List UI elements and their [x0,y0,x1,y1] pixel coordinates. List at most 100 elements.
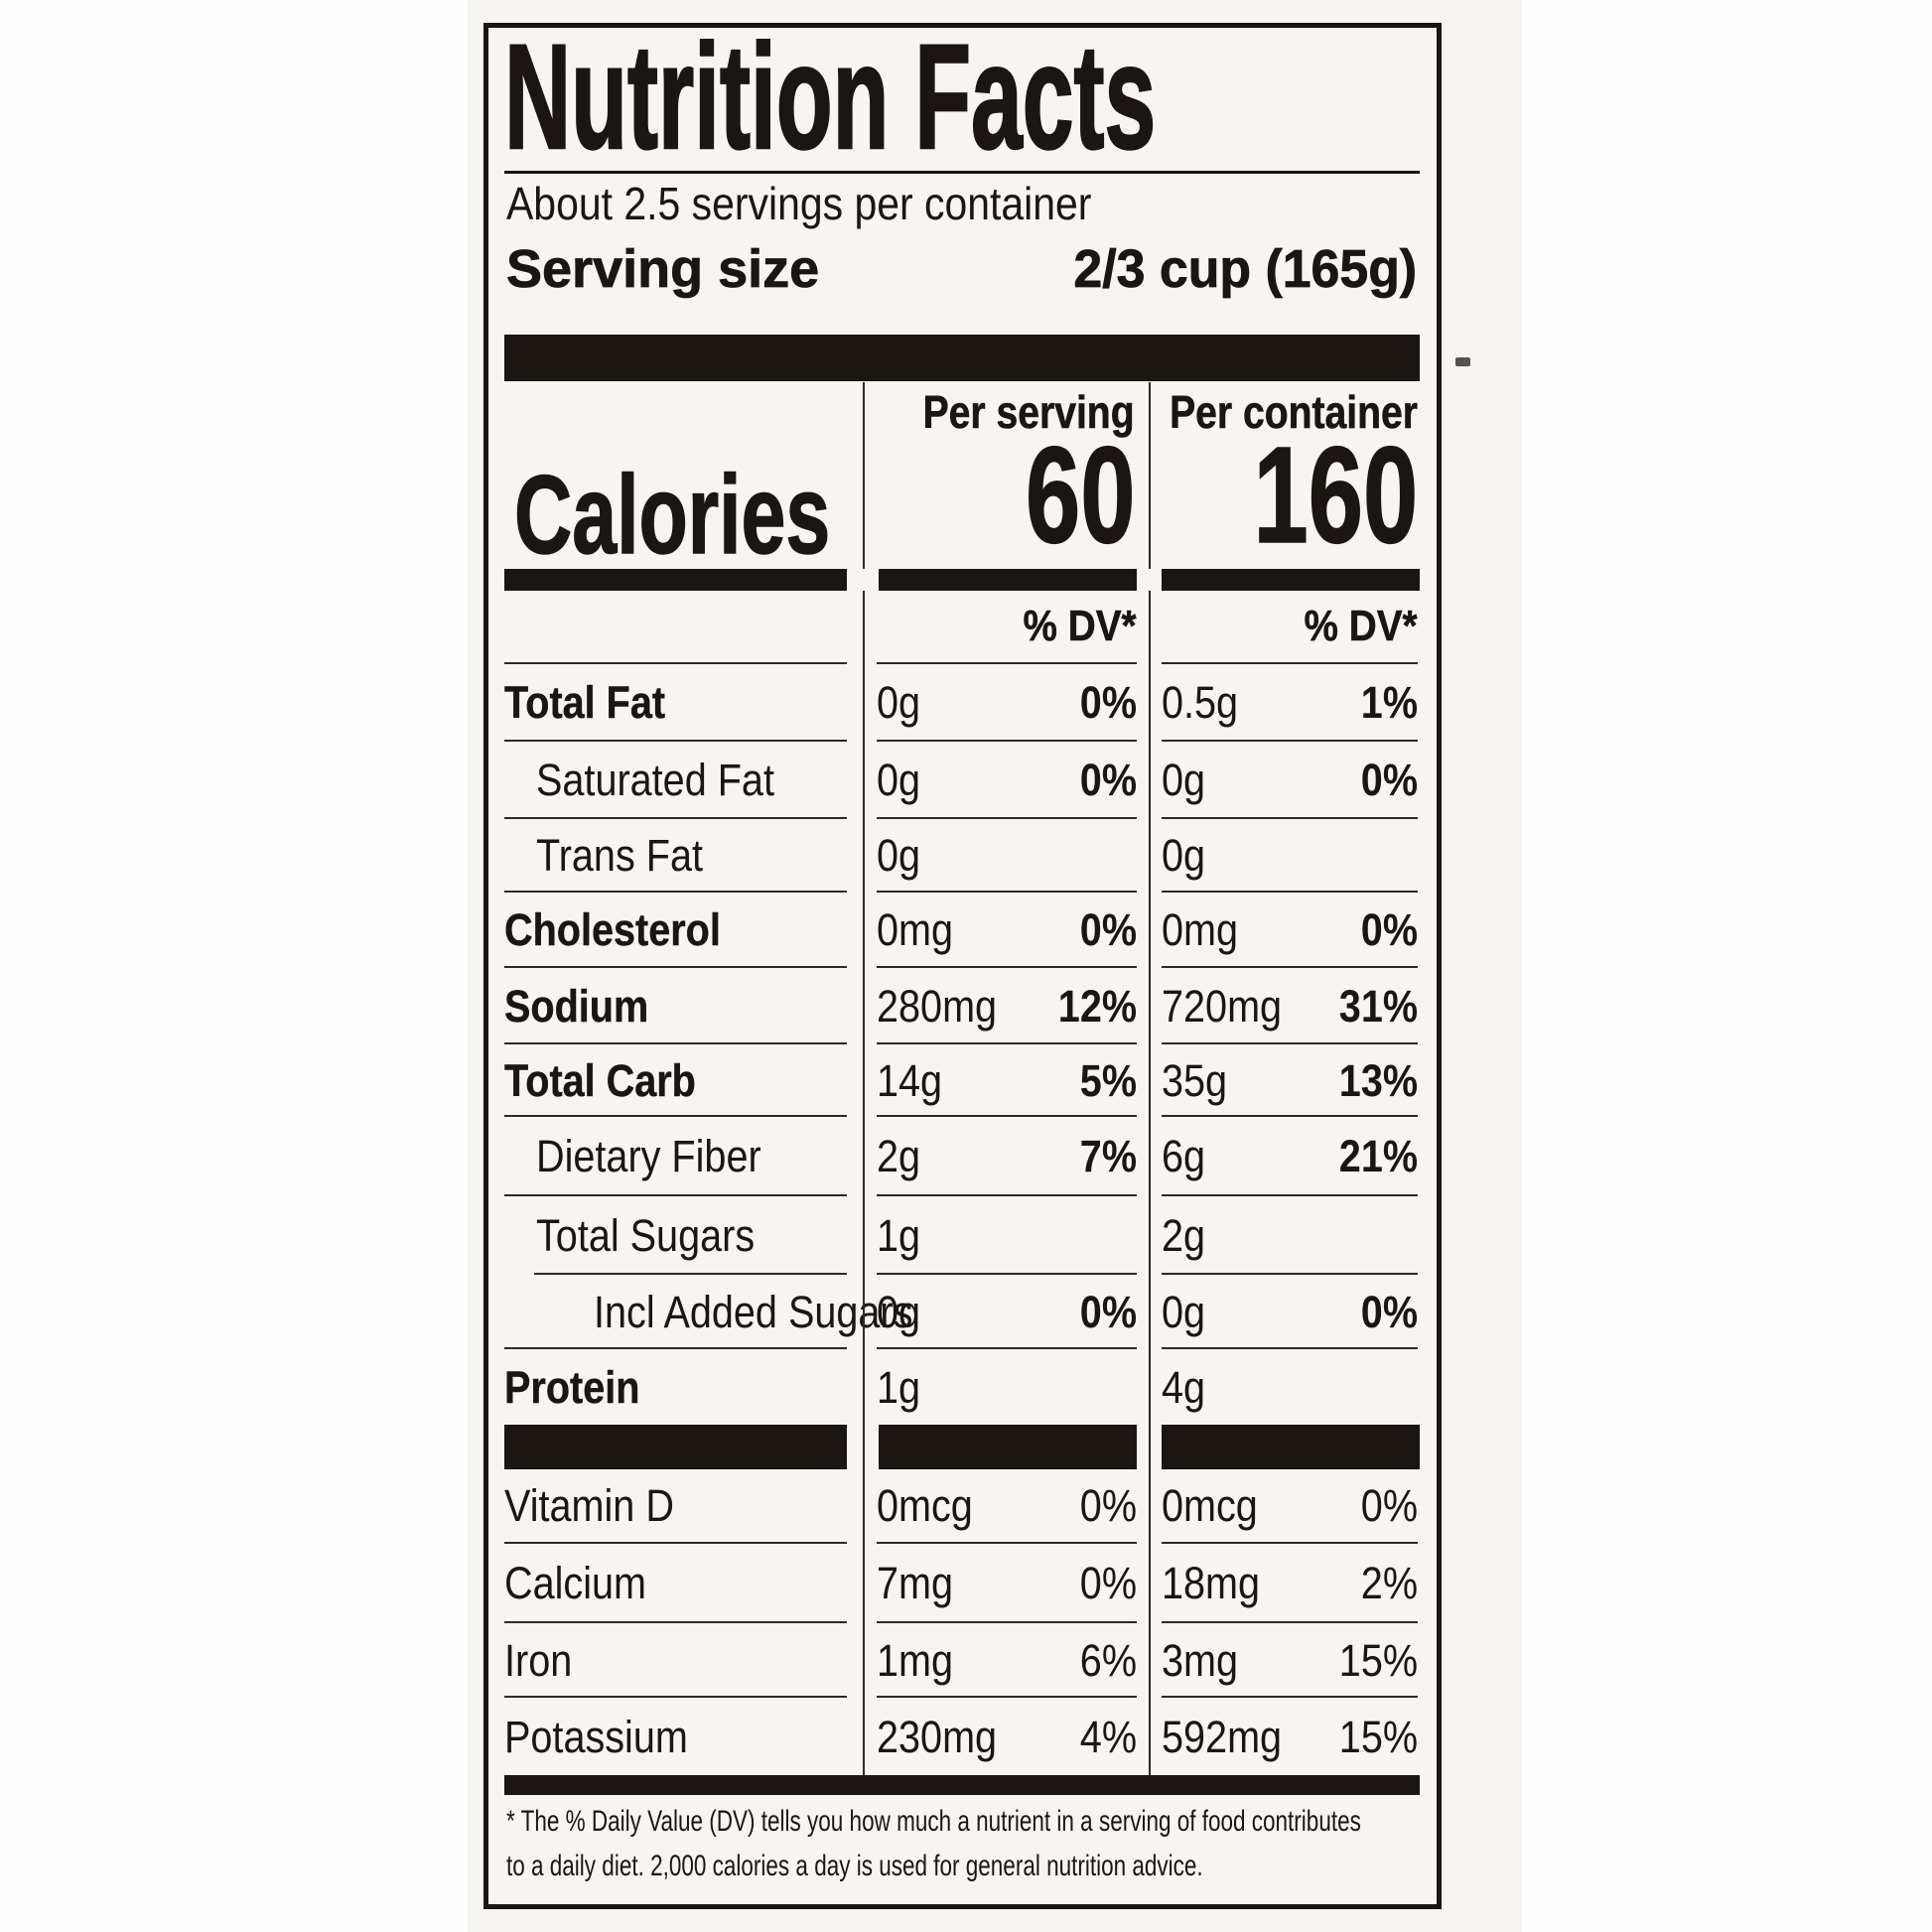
ps-dv: 0% [1079,755,1137,806]
calories-underbar-seg2 [879,569,1137,591]
serving-size-value: 2/3 cup (165g) [1073,239,1417,300]
ps-amount: 0g [877,755,921,806]
ps-amount: 0mg [877,904,954,956]
ps-amount: 280mg [877,980,998,1032]
nutrient-name: Potassium [504,1712,688,1763]
per-container-header: Per container [1170,386,1418,439]
table-row-trans-fat: Trans Fat 0g 0g [488,817,1437,891]
ps-amount: 7mg [877,1558,954,1609]
calories-underbar-seg3 [1162,569,1420,591]
pc-dv: 15% [1338,1634,1418,1686]
calories-column-divider-1 [863,382,865,569]
pc-amount: 35g [1162,1054,1228,1106]
dv-header-per-container: % DV* [1304,601,1418,650]
table-row-dietary-fiber: Dietary Fiber 2g 7% 6g 21% [488,1115,1437,1194]
pc-amount: 3mg [1162,1634,1239,1686]
pc-dv: 0% [1360,1286,1418,1337]
nutrient-name: Saturated Fat [536,755,774,806]
ps-dv: 0% [1079,1286,1137,1337]
ps-dv: 7% [1079,1131,1137,1182]
servings-per-container: About 2.5 servings per container [506,178,1092,229]
pc-dv: 0% [1360,904,1418,956]
nutrient-name: Dietary Fiber [536,1131,761,1182]
pc-amount: 720mg [1162,980,1283,1032]
serving-size-label: Serving size [506,239,820,300]
table-column-divider-2 [1149,591,1151,1775]
nutrition-facts-label: Nutrition Facts About 2.5 servings per c… [483,13,1442,1909]
pc-amount: 18mg [1162,1558,1261,1609]
pc-amount: 0.5g [1162,677,1239,729]
table-column-divider-1 [863,591,865,1775]
dv-footnote-line1: * The % Daily Value (DV) tells you how m… [506,1805,1361,1838]
per-serving-header: Per serving [923,386,1136,439]
table-row-protein: Protein 1g 4g [488,1347,1437,1425]
pc-amount: 592mg [1162,1712,1283,1763]
calories-per-serving-value: 60 [1025,419,1136,572]
nutrient-name: Iron [504,1634,573,1686]
ps-dv: 0% [1079,677,1137,729]
ps-amount: 1g [877,1209,921,1261]
calories-column-divider-2 [1149,382,1151,569]
ps-amount: 0mcg [877,1479,973,1531]
calories-per-container-value: 160 [1253,419,1419,572]
title-rule [504,171,1420,174]
table-row-incl-added-sugars: Incl Added Sugars 0g 0% 0g 0% [488,1273,1437,1347]
dv-header-per-serving: % DV* [1023,601,1137,650]
calories-underbar-seg1 [504,569,847,591]
serving-size-row: Serving size 2/3 cup (165g) [506,239,1418,302]
nutrient-name: Total Sugars [536,1209,756,1261]
ps-dv: 12% [1057,980,1137,1032]
table-row-potassium: Potassium 230mg 4% 592mg 15% [488,1696,1437,1775]
pc-amount: 0mcg [1162,1479,1258,1531]
pc-amount: 2g [1162,1209,1206,1261]
pc-dv: 21% [1338,1131,1418,1182]
ps-amount: 2g [877,1131,921,1182]
table-row-total-carb: Total Carb 14g 5% 35g 13% [488,1042,1437,1115]
vitamins-topbar-seg2 [879,1425,1137,1469]
table-row-cholesterol: Cholesterol 0mg 0% 0mg 0% [488,891,1437,966]
pc-amount: 0g [1162,755,1206,806]
dv-footnote: * The % Daily Value (DV) tells you how m… [506,1799,1420,1888]
label-title: Nutrition Facts [503,13,1157,180]
pc-amount: 6g [1162,1131,1206,1182]
pc-dv: 13% [1338,1054,1418,1106]
nutrient-name: Total Carb [504,1054,696,1106]
scan-artifact-dash [1455,357,1470,366]
pc-amount: 0mg [1162,904,1239,956]
pc-amount: 4g [1162,1362,1206,1414]
table-row-vitamin-d: Vitamin D 0mcg 0% 0mcg 0% [488,1469,1437,1542]
calories-label: Calories [513,452,831,578]
pc-amount: 0g [1162,830,1206,882]
pc-dv: 2% [1360,1558,1418,1609]
pc-dv: 0% [1360,755,1418,806]
pc-dv: 15% [1338,1712,1418,1763]
pc-dv: 1% [1360,677,1418,729]
ps-amount: 0g [877,1286,921,1337]
ps-dv: 6% [1079,1634,1137,1686]
ps-amount: 1mg [877,1634,954,1686]
dv-header-row: % DV* % DV* [488,591,1437,662]
ps-amount: 1g [877,1362,921,1414]
vitamins-topbar-seg3 [1162,1425,1420,1469]
pc-amount: 0g [1162,1286,1206,1337]
ps-amount: 0g [877,830,921,882]
table-row-total-sugars: Total Sugars 1g 2g [488,1194,1437,1273]
ps-dv: 0% [1079,1479,1137,1531]
calories-section: Calories Per serving Per container 60 16… [488,382,1437,578]
vitamins-topbar-seg1 [504,1425,847,1469]
table-row-saturated-fat: Saturated Fat 0g 0% 0g 0% [488,740,1437,817]
nutrient-name: Trans Fat [536,830,703,882]
table-row-total-fat: Total Fat 0g 0% 0.5g 1% [488,662,1437,740]
table-row-calcium: Calcium 7mg 0% 18mg 2% [488,1542,1437,1621]
nutrient-name: Calcium [504,1558,647,1609]
nutrient-name: Sodium [504,980,649,1032]
pc-dv: 31% [1338,980,1418,1032]
ps-amount: 0g [877,677,921,729]
ps-dv: 0% [1079,1558,1137,1609]
dv-footnote-line2: to a daily diet. 2,000 calories a day is… [506,1850,1203,1882]
ps-dv: 4% [1079,1712,1137,1763]
ps-amount: 230mg [877,1712,998,1763]
table-row-iron: Iron 1mg 6% 3mg 15% [488,1621,1437,1696]
pc-dv: 0% [1360,1479,1418,1531]
